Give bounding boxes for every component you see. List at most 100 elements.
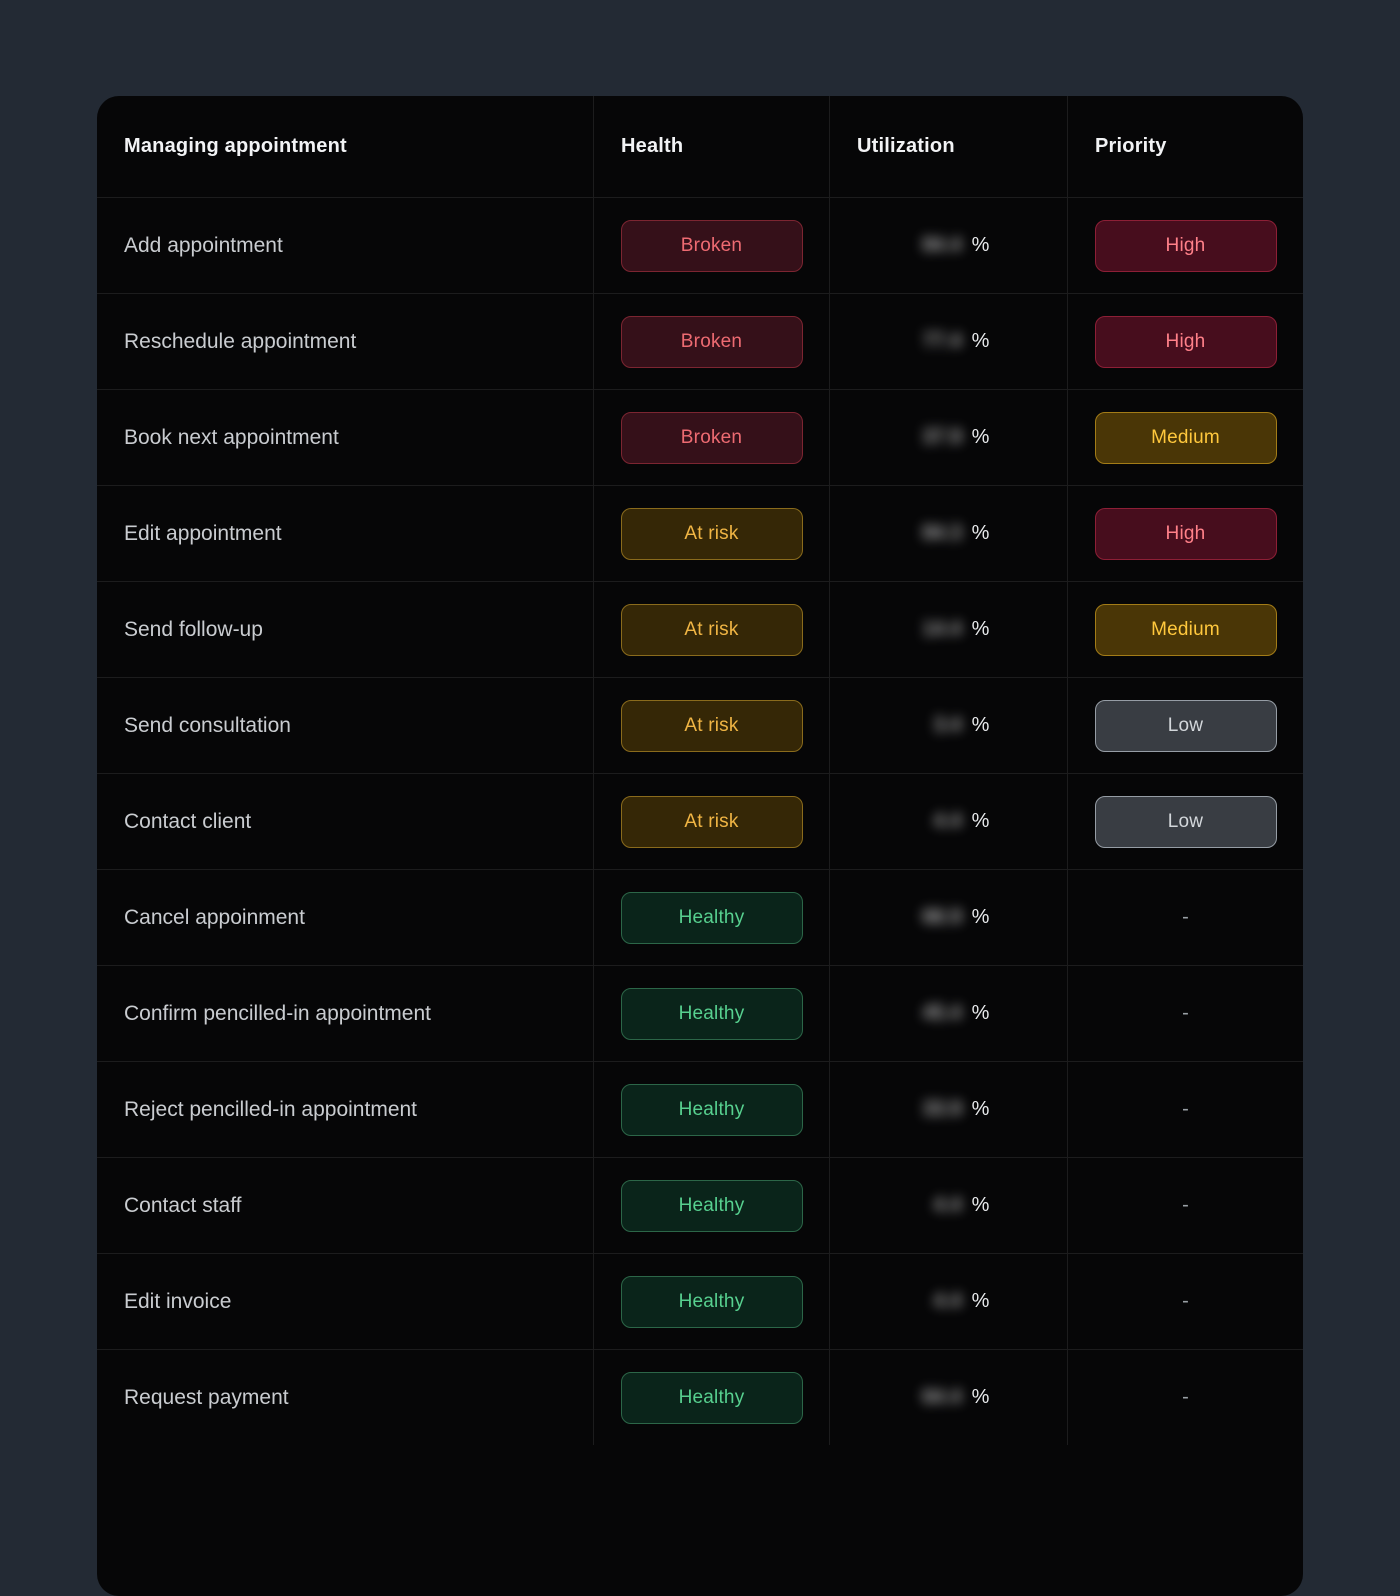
priority-badge: High	[1094, 315, 1277, 368]
health-badge: Healthy	[620, 987, 803, 1040]
priority-badge: High	[1094, 507, 1277, 560]
priority-badge: Low	[1094, 699, 1277, 752]
percent-sign: %	[971, 1002, 990, 1024]
health-cell: Broken	[593, 294, 829, 389]
utilization-cell: 64.4 %	[829, 1350, 1067, 1445]
utilization-cell: 14.4 %	[829, 582, 1067, 677]
table-row[interactable]: Send follow-up At risk 14.4 % Medium	[97, 581, 1303, 677]
percent-sign: %	[971, 906, 990, 928]
task-label: Send consultation	[124, 713, 291, 737]
priority-badge: High	[1094, 219, 1277, 272]
percent-sign: %	[971, 234, 990, 256]
table-row[interactable]: Edit invoice Healthy 4.4 % -	[97, 1253, 1303, 1349]
table-row[interactable]: Contact staff Healthy 4.4 % -	[97, 1157, 1303, 1253]
utilization-value: 3.4	[933, 714, 962, 736]
utilization-value: 4.4	[933, 810, 962, 832]
utilization-value: 84.3	[922, 522, 962, 544]
priority-badge: Low	[1094, 795, 1277, 848]
priority-cell: -	[1067, 1254, 1303, 1349]
table-body: Add appointment Broken 84.4 % High Resch…	[97, 197, 1303, 1445]
task-label: Request payment	[124, 1385, 289, 1409]
table-row[interactable]: Book next appointment Broken 37.9 % Medi…	[97, 389, 1303, 485]
percent-sign: %	[971, 522, 990, 544]
utilization-cell: 66.9 %	[829, 870, 1067, 965]
utilization-cell: 4.4 %	[829, 1254, 1067, 1349]
task-label: Add appointment	[124, 233, 283, 257]
column-header-utilization: Utilization	[829, 96, 1067, 197]
utilization-cell: 33.9 %	[829, 1062, 1067, 1157]
utilization-value: 64.4	[922, 1386, 962, 1408]
percent-sign: %	[971, 330, 990, 352]
table-row[interactable]: Reject pencilled-in appointment Healthy …	[97, 1061, 1303, 1157]
health-badge: At risk	[620, 507, 803, 560]
health-cell: Healthy	[593, 1062, 829, 1157]
table-row[interactable]: Edit appointment At risk 84.3 % High	[97, 485, 1303, 581]
health-badge: At risk	[620, 699, 803, 752]
utilization-value: 37.9	[922, 426, 962, 448]
health-cell: At risk	[593, 486, 829, 581]
column-header-priority: Priority	[1067, 96, 1303, 197]
table-row[interactable]: Add appointment Broken 84.4 % High	[97, 197, 1303, 293]
percent-sign: %	[971, 426, 990, 448]
task-label: Contact staff	[124, 1193, 242, 1217]
utilization-value: 66.9	[922, 906, 962, 928]
utilization-cell: 4.4 %	[829, 774, 1067, 869]
health-badge: Healthy	[620, 1179, 803, 1232]
utilization-value: 4.4	[933, 1194, 962, 1216]
utilization-value: 77.4	[922, 330, 962, 352]
health-cell: Healthy	[593, 1254, 829, 1349]
health-badge: Broken	[620, 411, 803, 464]
task-label: Reschedule appointment	[124, 329, 357, 353]
task-label: Edit invoice	[124, 1289, 232, 1313]
health-cell: Broken	[593, 198, 829, 293]
health-badge: Healthy	[620, 891, 803, 944]
priority-cell: -	[1067, 870, 1303, 965]
health-badge: Healthy	[620, 1275, 803, 1328]
health-badge: At risk	[620, 603, 803, 656]
table-header: Managing appointment Health Utilization …	[97, 96, 1303, 197]
utilization-value: 84.4	[922, 234, 962, 256]
priority-badge: Medium	[1094, 603, 1277, 656]
health-cell: Healthy	[593, 1158, 829, 1253]
percent-sign: %	[971, 810, 990, 832]
utilization-value: 33.9	[922, 1098, 962, 1120]
percent-sign: %	[971, 1386, 990, 1408]
utilization-value: 45.4	[922, 1002, 962, 1024]
column-header-health: Health	[593, 96, 829, 197]
priority-cell: Medium	[1067, 582, 1303, 677]
health-badge: Healthy	[620, 1371, 803, 1424]
priority-badge: Medium	[1094, 411, 1277, 464]
task-label: Contact client	[124, 809, 252, 833]
health-cell: Healthy	[593, 966, 829, 1061]
utilization-value: 4.4	[933, 1290, 962, 1312]
priority-cell: -	[1067, 966, 1303, 1061]
percent-sign: %	[971, 1194, 990, 1216]
priority-cell: -	[1067, 1350, 1303, 1445]
health-badge: Healthy	[620, 1083, 803, 1136]
priority-cell: -	[1067, 1158, 1303, 1253]
priority-cell: High	[1067, 294, 1303, 389]
utilization-cell: 45.4 %	[829, 966, 1067, 1061]
priority-empty: -	[1182, 1098, 1189, 1120]
table-row[interactable]: Cancel appoinment Healthy 66.9 % -	[97, 869, 1303, 965]
table-row[interactable]: Confirm pencilled-in appointment Healthy…	[97, 965, 1303, 1061]
utilization-cell: 77.4 %	[829, 294, 1067, 389]
health-cell: Healthy	[593, 1350, 829, 1445]
status-table-card: Managing appointment Health Utilization …	[97, 96, 1303, 1596]
table-row[interactable]: Request payment Healthy 64.4 % -	[97, 1349, 1303, 1445]
priority-cell: Medium	[1067, 390, 1303, 485]
utilization-cell: 3.4 %	[829, 678, 1067, 773]
priority-cell: Low	[1067, 678, 1303, 773]
task-label: Cancel appoinment	[124, 905, 305, 929]
health-badge: Broken	[620, 315, 803, 368]
task-label: Send follow-up	[124, 617, 263, 641]
priority-empty: -	[1182, 1002, 1189, 1024]
health-cell: At risk	[593, 582, 829, 677]
table-row[interactable]: Contact client At risk 4.4 % Low	[97, 773, 1303, 869]
utilization-cell: 37.9 %	[829, 390, 1067, 485]
table-row[interactable]: Reschedule appointment Broken 77.4 % Hig…	[97, 293, 1303, 389]
column-header-managing-appointment: Managing appointment	[124, 135, 347, 157]
priority-cell: -	[1067, 1062, 1303, 1157]
health-badge: At risk	[620, 795, 803, 848]
table-row[interactable]: Send consultation At risk 3.4 % Low	[97, 677, 1303, 773]
